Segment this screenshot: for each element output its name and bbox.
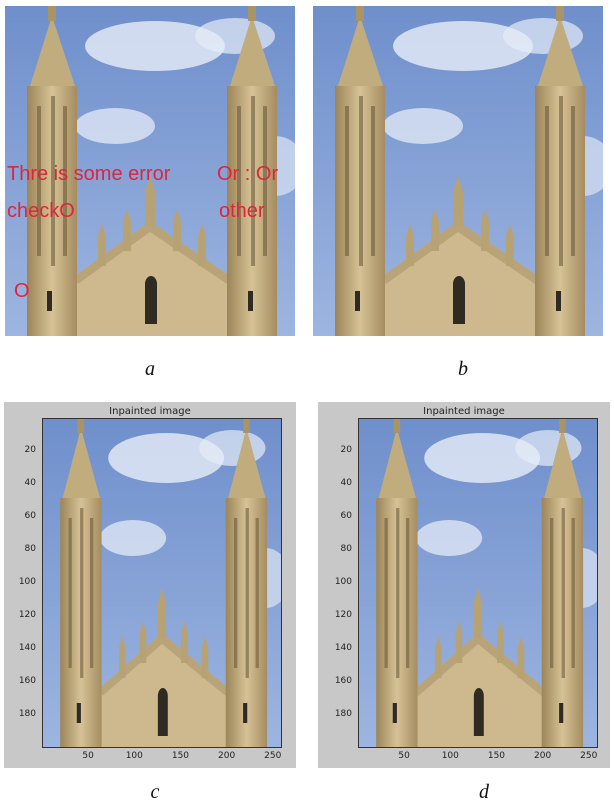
overlay-text-line-3: O: [14, 280, 30, 302]
y-tick-label: 100: [18, 577, 36, 587]
caption-c: c: [150, 781, 160, 803]
x-tick-label: 250: [580, 751, 598, 761]
overlay-text-line-4: Or : Or: [217, 163, 279, 185]
x-tick-label: 50: [398, 751, 410, 761]
x-tick-label: 100: [441, 751, 459, 761]
y-tick-label: 160: [18, 676, 36, 686]
overlay-text-line-2: checkO: [7, 200, 75, 222]
original-photo: [313, 6, 603, 336]
y-tick-label: 40: [24, 478, 36, 488]
y-tick-label: 60: [340, 511, 352, 521]
x-tick-label: 100: [125, 751, 143, 761]
y-tick-label: 140: [334, 643, 352, 653]
y-tick-label: 80: [340, 544, 352, 554]
panel-d: Inpainted image 20 40 60 80 100 120 140 160 180 …: [314, 398, 614, 805]
x-tick-label: 50: [82, 751, 94, 761]
caption-a: a: [145, 358, 155, 380]
x-tick-label: 200: [534, 751, 552, 761]
x-tick-label: 200: [218, 751, 236, 761]
y-tick-label: 180: [18, 709, 36, 719]
overlay-text-line-5: other: [219, 200, 265, 222]
chapel-image: [313, 6, 603, 336]
overlay-text-line-1: Thre is some error: [7, 163, 171, 185]
x-tick-label: 250: [264, 751, 282, 761]
y-tick-label: 20: [340, 445, 352, 455]
y-tick-label: 40: [340, 478, 352, 488]
plot-title: Inpainted image: [423, 406, 505, 417]
y-tick-label: 180: [334, 709, 352, 719]
panel-c: Inpainted image 20 40 60 80 100 120 140 160 180 …: [0, 398, 300, 805]
axes-frame: [42, 418, 282, 748]
y-tick-label: 100: [334, 577, 352, 587]
y-tick-label: 120: [334, 610, 352, 620]
damaged-photo: Thre is some error checkO O Or : Or othe…: [5, 6, 295, 336]
y-tick-label: 20: [24, 445, 36, 455]
x-tick-label: 150: [171, 751, 190, 761]
y-tick-label: 80: [24, 544, 36, 554]
y-tick-label: 140: [18, 643, 36, 653]
y-tick-label: 120: [18, 610, 36, 620]
caption-d: d: [479, 781, 489, 803]
y-tick-label: 60: [24, 511, 36, 521]
caption-b: b: [458, 358, 468, 380]
panel-b: b: [308, 0, 614, 385]
x-tick-label: 150: [487, 751, 506, 761]
axes-frame: [358, 418, 598, 748]
plot-title: Inpainted image: [109, 406, 191, 417]
panel-a: Thre is some error checkO O Or : Or othe…: [0, 0, 300, 385]
y-tick-label: 160: [334, 676, 352, 686]
